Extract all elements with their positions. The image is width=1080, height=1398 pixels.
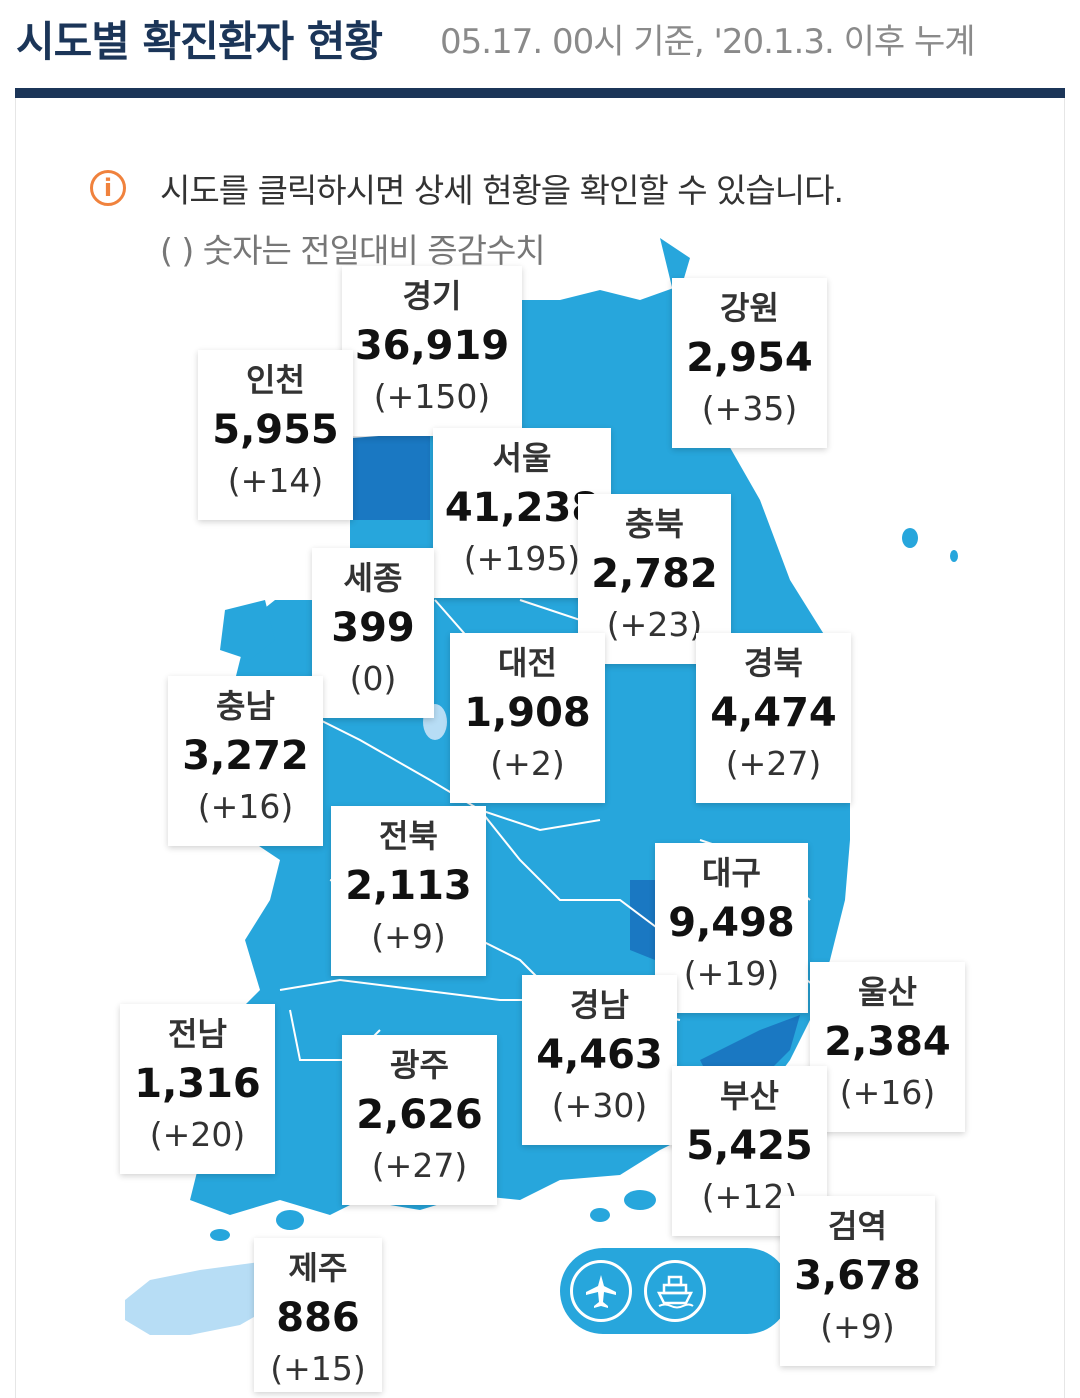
region-count: 5,955 <box>212 407 339 453</box>
region-card-gyeongbuk[interactable]: 경북 4,474 (+27) <box>696 633 851 803</box>
region-name: 제주 <box>288 1249 348 1287</box>
map-ulleungdo[interactable] <box>902 528 918 548</box>
region-name: 전남 <box>168 1015 227 1053</box>
region-card-incheon[interactable]: 인천 5,955 (+14) <box>198 350 353 520</box>
info-note: ( ) 숫자는 전일대비 증감수치 <box>160 231 546 270</box>
map-seoul-gyeonggi-dark[interactable] <box>352 432 430 520</box>
region-card-gyeonggi[interactable]: 경기 36,919 (+150) <box>342 266 522 436</box>
region-count: 2,782 <box>591 551 718 597</box>
map-dokdo[interactable] <box>950 550 958 562</box>
region-delta: (+20) <box>149 1115 246 1154</box>
info-icon: i <box>90 170 126 206</box>
region-name: 대전 <box>498 644 557 682</box>
region-name: 경남 <box>570 986 629 1024</box>
region-count: 2,954 <box>686 335 813 381</box>
region-name: 검역 <box>828 1207 887 1245</box>
header: 시도별 확진환자 현황 05.17. 00시 기준, '20.1.3. 이후 누… <box>0 0 1080 90</box>
region-card-jeonnam[interactable]: 전남 1,316 (+20) <box>120 1004 275 1174</box>
region-name: 서울 <box>492 439 552 477</box>
region-card-gangwon[interactable]: 강원 2,954 (+35) <box>672 278 827 448</box>
map-south-island-5[interactable] <box>590 1208 610 1222</box>
map-jeju[interactable] <box>125 1262 280 1335</box>
region-count: 2,626 <box>356 1092 483 1138</box>
map-south-island-1[interactable] <box>276 1210 304 1230</box>
region-count: 886 <box>276 1295 360 1341</box>
map-daegu-dark[interactable] <box>630 880 655 960</box>
region-delta: (+16) <box>839 1073 936 1112</box>
region-name: 인천 <box>246 361 305 399</box>
airplane-icon[interactable] <box>570 1260 632 1322</box>
region-name: 경북 <box>744 644 803 682</box>
region-card-chungnam[interactable]: 충남 3,272 (+16) <box>168 676 323 846</box>
region-count: 3,272 <box>182 733 309 779</box>
region-card-gyeongnam[interactable]: 경남 4,463 (+30) <box>522 975 677 1145</box>
region-card-jeju[interactable]: 제주 886 (+15) <box>254 1238 382 1392</box>
region-count: 399 <box>331 605 415 651</box>
region-name: 부산 <box>720 1077 779 1115</box>
region-delta: (+30) <box>551 1086 648 1125</box>
region-card-gwangju[interactable]: 광주 2,626 (+27) <box>342 1035 497 1205</box>
region-delta: (0) <box>349 659 397 698</box>
region-delta: (+27) <box>725 744 822 783</box>
region-card-quarantine[interactable]: 검역 3,678 (+9) <box>780 1196 935 1366</box>
region-count: 3,678 <box>794 1253 921 1299</box>
region-delta: (+2) <box>490 744 565 783</box>
map-west-island[interactable] <box>220 600 275 660</box>
region-count: 1,316 <box>134 1061 261 1107</box>
region-name: 충북 <box>625 505 684 543</box>
info-text: 시도를 클릭하시면 상세 현황을 확인할 수 있습니다. <box>160 171 844 210</box>
region-count: 41,238 <box>444 485 600 531</box>
region-delta: (+23) <box>606 605 703 644</box>
region-name: 전북 <box>379 817 438 855</box>
region-name: 경기 <box>402 277 462 315</box>
region-card-ulsan[interactable]: 울산 2,384 (+16) <box>810 962 965 1132</box>
page-subtitle: 05.17. 00시 기준, '20.1.3. 이후 누계 <box>440 22 976 62</box>
region-name: 세종 <box>343 559 403 597</box>
region-name: 울산 <box>858 973 917 1011</box>
region-count: 1,908 <box>464 690 591 736</box>
region-name: 충남 <box>216 687 275 725</box>
region-delta: (+14) <box>227 461 324 500</box>
region-card-daegu[interactable]: 대구 9,498 (+19) <box>655 843 808 1013</box>
region-count: 36,919 <box>354 323 510 369</box>
map-south-island-4[interactable] <box>624 1190 656 1210</box>
region-count: 2,113 <box>345 863 472 909</box>
region-name: 대구 <box>702 854 761 892</box>
region-count: 4,463 <box>536 1032 663 1078</box>
region-name: 강원 <box>720 289 779 327</box>
region-count: 5,425 <box>686 1123 813 1169</box>
region-delta: (+15) <box>270 1349 366 1388</box>
region-card-daejeon[interactable]: 대전 1,908 (+2) <box>450 633 605 803</box>
region-delta: (+19) <box>683 954 780 993</box>
region-delta: (+35) <box>701 389 798 428</box>
region-card-jeonbuk[interactable]: 전북 2,113 (+9) <box>331 806 486 976</box>
region-count: 2,384 <box>824 1019 951 1065</box>
map-south-island-3[interactable] <box>210 1229 230 1241</box>
region-count: 4,474 <box>710 690 837 736</box>
page-title: 시도별 확진환자 현황 <box>16 17 383 66</box>
map-ulsan-dark[interactable] <box>700 1015 800 1080</box>
ship-icon[interactable] <box>644 1260 706 1322</box>
region-card-sejong[interactable]: 세종 399 (0) <box>312 548 434 718</box>
region-delta: (+27) <box>371 1146 468 1185</box>
transport-bar[interactable] <box>560 1248 790 1334</box>
region-name: 광주 <box>390 1046 449 1084</box>
region-delta: (+16) <box>197 787 294 826</box>
header-divider <box>15 88 1065 98</box>
region-delta: (+9) <box>371 917 446 956</box>
region-delta: (+195) <box>463 539 581 578</box>
region-delta: (+9) <box>820 1307 895 1346</box>
region-count: 9,498 <box>668 900 795 946</box>
region-delta: (+150) <box>373 377 491 416</box>
